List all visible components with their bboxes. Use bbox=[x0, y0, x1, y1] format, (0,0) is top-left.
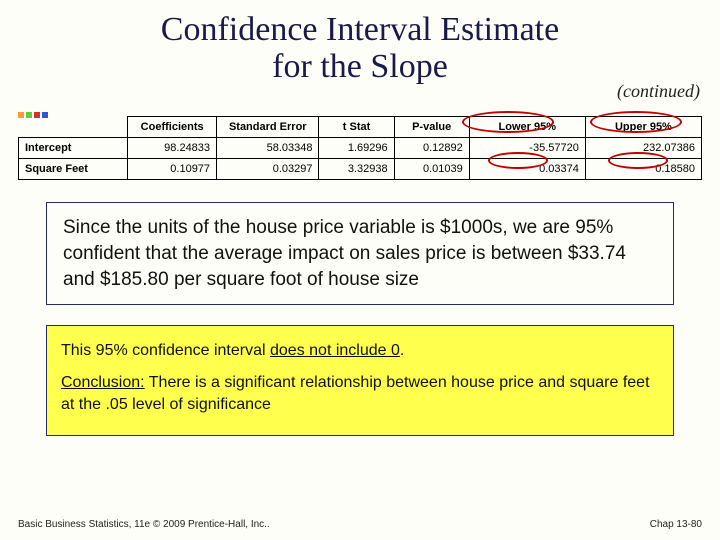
row-label-intercept: Intercept bbox=[19, 138, 128, 159]
cell: 0.03374 bbox=[469, 159, 585, 180]
cell: 58.03348 bbox=[217, 138, 319, 159]
col-t-stat: t Stat bbox=[319, 117, 394, 138]
row-label-square-feet: Square Feet bbox=[19, 159, 128, 180]
title-line-1: Confidence Interval Estimate bbox=[161, 11, 559, 48]
cell: 0.03297 bbox=[217, 159, 319, 180]
text-underlined: does not include 0 bbox=[270, 342, 400, 359]
corner-cell bbox=[19, 117, 128, 138]
cell: 0.18580 bbox=[585, 159, 701, 180]
footer-left: Basic Business Statistics, 11e © 2009 Pr… bbox=[18, 519, 270, 530]
cell: 232.07386 bbox=[585, 138, 701, 159]
regression-table: Coefficients Standard Error t Stat P-val… bbox=[18, 116, 702, 180]
col-std-error: Standard Error bbox=[217, 117, 319, 138]
col-lower-95: Lower 95% bbox=[469, 117, 585, 138]
cell: 3.32938 bbox=[319, 159, 394, 180]
cell: -35.57720 bbox=[469, 138, 585, 159]
col-p-value: P-value bbox=[394, 117, 469, 138]
interpretation-text: Since the units of the house price varia… bbox=[63, 217, 626, 289]
table-row: Square Feet 0.10977 0.03297 3.32938 0.01… bbox=[19, 159, 702, 180]
cell: 0.12892 bbox=[394, 138, 469, 159]
cell: 0.10977 bbox=[128, 159, 217, 180]
col-coefficients: Coefficients bbox=[128, 117, 217, 138]
conclusion-line-1: This 95% confidence interval does not in… bbox=[61, 340, 659, 362]
title-line-2: for the Slope bbox=[272, 48, 448, 85]
table-header-row: Coefficients Standard Error t Stat P-val… bbox=[19, 117, 702, 138]
text: There is a significant relationship betw… bbox=[61, 374, 650, 413]
text: . bbox=[400, 342, 404, 359]
conclusion-line-2: Conclusion: There is a significant relat… bbox=[61, 372, 659, 415]
text-underlined: Conclusion: bbox=[61, 374, 145, 391]
interpretation-box: Since the units of the house price varia… bbox=[46, 202, 674, 305]
regression-table-wrap: Coefficients Standard Error t Stat P-val… bbox=[18, 116, 702, 180]
col-upper-95: Upper 95% bbox=[585, 117, 701, 138]
cell: 1.69296 bbox=[319, 138, 394, 159]
cell: 98.24833 bbox=[128, 138, 217, 159]
conclusion-box: This 95% confidence interval does not in… bbox=[46, 325, 674, 436]
footer-right: Chap 13-80 bbox=[650, 519, 702, 530]
slide-title: Confidence Interval Estimate for the Slo… bbox=[0, 0, 720, 85]
text: This 95% confidence interval bbox=[61, 342, 270, 359]
table-row: Intercept 98.24833 58.03348 1.69296 0.12… bbox=[19, 138, 702, 159]
cell: 0.01039 bbox=[394, 159, 469, 180]
